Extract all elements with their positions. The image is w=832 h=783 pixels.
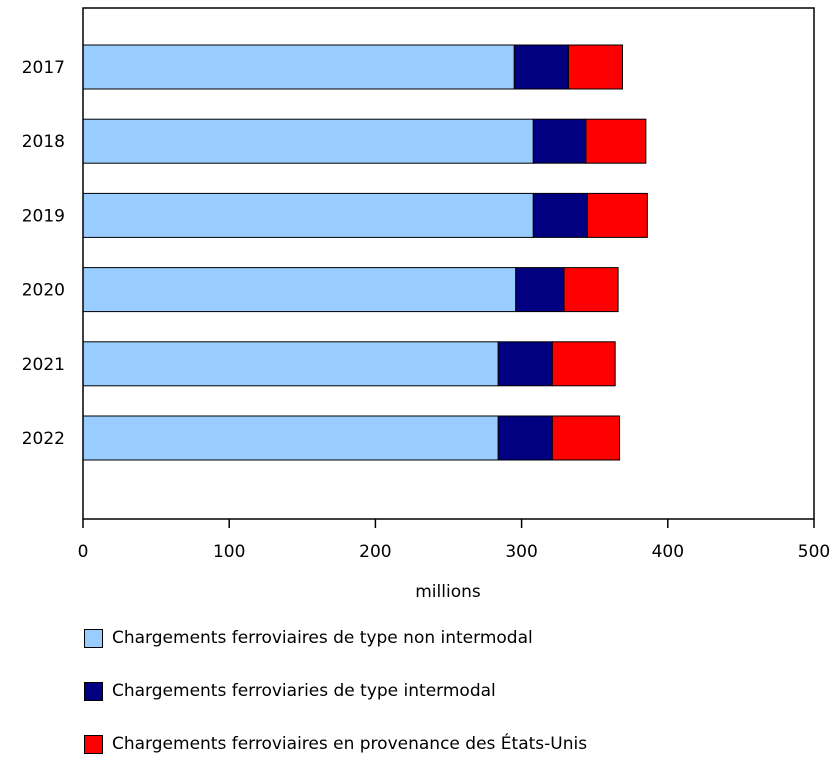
- legend-item: Chargements ferroviaires de type non int…: [84, 624, 587, 652]
- y-tick-label: 2021: [22, 355, 65, 375]
- bar-segment-2017-series-3: [567, 44, 623, 90]
- bar-segment-2018-series-3: [585, 118, 647, 164]
- bar-segment-2018-series-2: [532, 118, 587, 164]
- bar-segment-2019-series-1: [82, 192, 534, 238]
- y-tick-label: 2018: [22, 132, 65, 152]
- bar-segment-2022-series-2: [497, 415, 553, 461]
- bar-segment-2021-series-3: [551, 341, 616, 387]
- y-tick-label: 2022: [22, 429, 65, 449]
- bar-segment-2022-series-1: [82, 415, 499, 461]
- bar-segment-2020-series-1: [82, 267, 517, 313]
- bar-segment-2020-series-2: [515, 267, 565, 313]
- x-tick-label: 300: [505, 542, 537, 562]
- legend: Chargements ferroviaires de type non int…: [84, 624, 587, 783]
- legend-swatch: [84, 628, 103, 648]
- x-tick-label: 200: [359, 542, 391, 562]
- x-tick-label: 100: [213, 542, 245, 562]
- legend-label: Chargements ferroviaries de type intermo…: [112, 681, 496, 701]
- bar-segment-2019-series-3: [586, 192, 648, 238]
- legend-label: Chargements ferroviaires de type non int…: [112, 628, 533, 648]
- bar-segment-2018-series-1: [82, 118, 534, 164]
- bar-segment-2021-series-2: [497, 341, 553, 387]
- bar-segment-2019-series-2: [532, 192, 588, 238]
- bar-segment-2017-series-2: [513, 44, 569, 90]
- legend-item: Chargements ferroviaires en provenance d…: [84, 730, 587, 758]
- x-tick-label: 500: [798, 542, 830, 562]
- bars-layer: [82, 44, 648, 461]
- plot-frame: [82, 7, 815, 520]
- bar-segment-2022-series-3: [551, 415, 621, 461]
- bar-segment-2021-series-1: [82, 341, 499, 387]
- bar-segment-2017-series-1: [82, 44, 515, 90]
- legend-item: Chargements ferroviaries de type intermo…: [84, 677, 587, 705]
- stacked-bar-chart: 2017 2018 2019 2020 2021 2022 0 100 200 300 400 50…: [22, 7, 830, 602]
- legend-swatch: [84, 681, 103, 701]
- y-tick-label: 2020: [22, 281, 65, 301]
- bar-segment-2020-series-3: [563, 267, 619, 313]
- y-tick-labels: 2017 2018 2019 2020 2021 2022: [22, 58, 65, 449]
- x-tick-label: 400: [652, 542, 684, 562]
- legend-swatch: [84, 734, 103, 754]
- y-tick-label: 2017: [22, 58, 65, 78]
- x-tick-label: 0: [78, 542, 89, 562]
- y-tick-label: 2019: [22, 206, 65, 226]
- x-axis: 0 100 200 300 400 500: [78, 519, 830, 562]
- legend-label: Chargements ferroviaires en provenance d…: [112, 734, 588, 754]
- x-axis-title: millions: [415, 582, 481, 602]
